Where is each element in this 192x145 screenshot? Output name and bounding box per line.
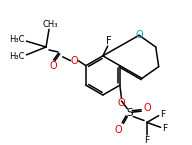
Text: O: O [115, 125, 122, 135]
Text: F: F [162, 124, 167, 133]
Text: H₃C: H₃C [9, 35, 24, 44]
Text: O: O [49, 61, 57, 71]
Text: F: F [160, 110, 165, 119]
Text: S: S [126, 108, 133, 118]
Text: F: F [106, 36, 112, 46]
Text: F: F [144, 136, 150, 145]
Text: CH₃: CH₃ [42, 20, 58, 29]
Text: H₃C: H₃C [9, 52, 24, 61]
Text: O: O [71, 56, 78, 66]
Text: O: O [118, 98, 125, 108]
Text: O: O [135, 30, 143, 40]
Text: O: O [143, 103, 151, 113]
